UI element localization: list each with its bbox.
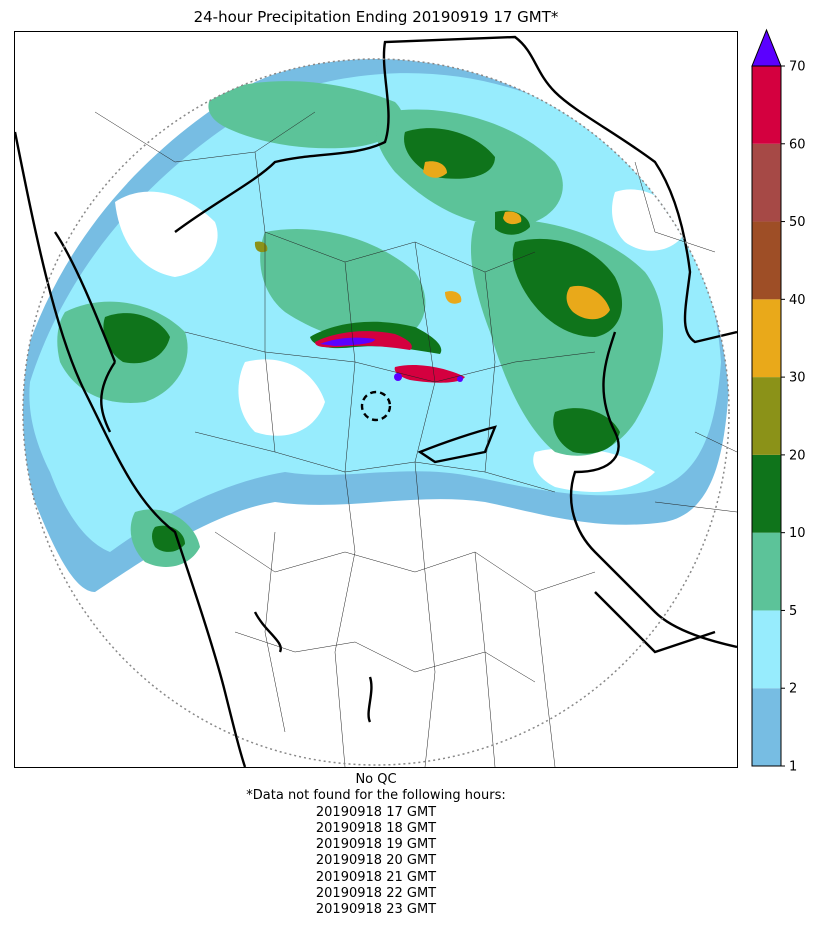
colorbar-tick-label: 60 [789, 137, 806, 152]
missing-hour: 20190918 23 GMT [315, 902, 437, 918]
colorbar-tick-label: 2 [789, 682, 797, 697]
missing-hour: 20190918 17 GMT [315, 804, 437, 820]
colorbar-extend-arrow [751, 28, 782, 67]
admin-boundaries [94, 111, 737, 767]
radar-site-marker-icon [360, 390, 392, 422]
map-title: 24-hour Precipitation Ending 20190919 17… [193, 8, 559, 26]
colorbar-tick-label: 30 [789, 371, 806, 386]
missing-hour: 20190918 21 GMT [315, 869, 437, 885]
colorbar-tick-label: 5 [789, 604, 797, 619]
precipitation-field [23, 59, 729, 592]
colorbar-tick-label: 40 [789, 293, 806, 308]
country-borders [15, 35, 737, 767]
colorbar-segment [752, 377, 781, 455]
colorbar-segment [752, 143, 781, 222]
radar-range-ring-icon [22, 58, 730, 766]
notes: No QC *Data not found for the following … [14, 772, 738, 919]
missing-hour: 20190918 18 GMT [315, 820, 437, 836]
colorbar-segment [752, 299, 781, 378]
colorbar-segment [752, 221, 781, 300]
missing-hour: 20190918 20 GMT [315, 853, 437, 869]
map-canvas [15, 35, 737, 767]
colorbar-tick-label: 1 [789, 760, 797, 775]
convective-cells [310, 321, 465, 383]
missing-data-header: *Data not found for the following hours: [246, 788, 506, 804]
colorbar-segment [752, 66, 781, 144]
missing-hour: 20190918 22 GMT [315, 886, 437, 902]
colorbar-segment [752, 454, 781, 533]
qc-note: No QC [355, 772, 397, 787]
colorbar-segment [752, 610, 781, 689]
colorbar: 1 2 5 10 20 30 40 50 60 70 [751, 28, 806, 775]
colorbar-tick-label: 50 [789, 215, 806, 230]
colorbar-tick-label: 70 [789, 60, 806, 75]
colorbar-tick-label: 10 [789, 526, 806, 541]
colorbar-tick-label: 20 [789, 448, 806, 463]
colorbar-segment [752, 688, 781, 766]
precipitation-map [14, 31, 738, 768]
colorbar-segment [752, 532, 781, 611]
colorbar-frame [751, 65, 782, 767]
missing-hour: 20190918 19 GMT [315, 837, 437, 853]
